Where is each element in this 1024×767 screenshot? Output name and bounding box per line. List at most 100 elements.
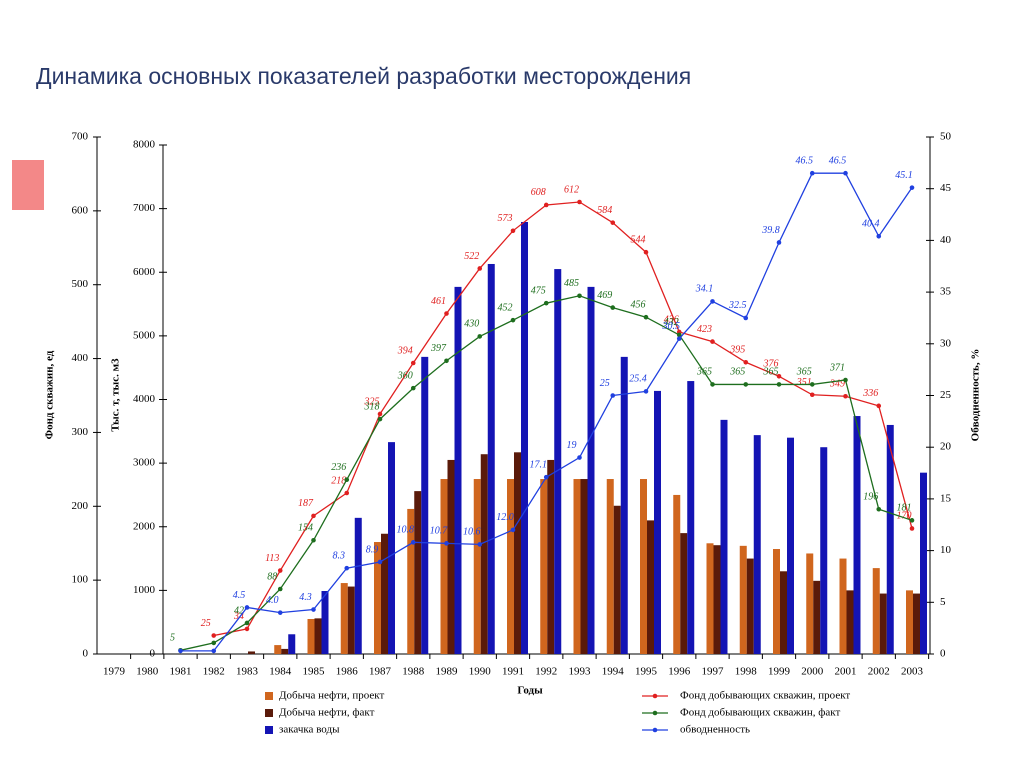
bar (340, 583, 348, 654)
bar (746, 558, 754, 654)
data-label: 436 (664, 314, 679, 325)
bar (806, 553, 814, 654)
data-label: 40.4 (862, 219, 880, 230)
x-tick-label: 1998 (735, 666, 758, 678)
data-label: 608 (531, 187, 546, 198)
point (743, 359, 749, 365)
bar (388, 442, 395, 654)
x-tick-label: 1993 (569, 666, 592, 678)
point (577, 199, 582, 205)
point (244, 626, 250, 632)
data-label: 371 (829, 362, 845, 373)
bar (288, 634, 296, 654)
x-tick-label: 1995 (635, 666, 658, 678)
data-label: 461 (431, 296, 446, 307)
tick-label: 0 (83, 648, 89, 660)
point (477, 334, 483, 339)
data-label: 4.0 (266, 595, 279, 606)
legend-swatch (652, 710, 658, 716)
data-label: 46.5 (829, 155, 847, 166)
data-label: 573 (498, 213, 513, 224)
point (311, 537, 316, 543)
point (643, 314, 649, 320)
point (809, 170, 815, 176)
x-tick-label: 2001 (835, 666, 857, 678)
point (876, 233, 882, 239)
x-axis-label: Годы (517, 685, 543, 697)
tick-label: 5000 (133, 329, 156, 341)
x-tick-label: 1996 (668, 666, 691, 678)
bar (853, 416, 861, 654)
bar (381, 533, 388, 654)
data-label: 32.5 (728, 300, 747, 311)
tick-label: 200 (72, 500, 89, 512)
data-label: 4.5 (233, 590, 246, 601)
tick-label: 25 (940, 389, 952, 401)
point (776, 373, 782, 379)
bar (654, 390, 661, 654)
bar (613, 505, 621, 654)
legend-swatch (265, 692, 273, 700)
point (643, 389, 649, 394)
tick-label: 6000 (133, 266, 156, 278)
data-label: 10.6 (463, 527, 481, 538)
data-label: 25.4 (629, 374, 647, 385)
x-tick-label: 1999 (768, 666, 791, 678)
tick-label: 40 (940, 234, 952, 246)
point (178, 648, 183, 654)
data-label: 42 (234, 605, 244, 616)
data-label: 17.1 (530, 459, 548, 470)
point (211, 640, 217, 646)
x-tick-label: 1984 (269, 666, 292, 678)
bar (274, 645, 282, 654)
legend-label: Фонд добывающих скважин, проект (680, 690, 850, 702)
bar (514, 452, 521, 654)
point (344, 565, 350, 571)
point (543, 474, 549, 480)
x-tick-label: 2003 (901, 666, 924, 678)
data-label: 113 (265, 553, 279, 564)
bar (573, 479, 581, 654)
legend-label: Фонд добывающих скважин, факт (680, 707, 841, 719)
data-label: 46.5 (796, 155, 814, 166)
point (876, 403, 882, 409)
tick-label: 4000 (133, 393, 156, 405)
x-tick-label: 2002 (868, 666, 890, 678)
point (211, 648, 217, 654)
point (543, 300, 549, 306)
point (809, 392, 815, 398)
tick-label: 100 (72, 574, 89, 586)
data-label: 584 (597, 205, 612, 216)
y3-axis-label: Обводненность, % (970, 349, 982, 442)
data-label: 25 (600, 378, 610, 389)
x-tick-label: 2000 (801, 666, 824, 678)
legend-label: Добыча нефти, проект (279, 690, 384, 702)
point (909, 185, 915, 190)
legend-swatch (265, 709, 273, 717)
tick-label: 5 (940, 596, 946, 608)
tick-label: 45 (940, 182, 952, 194)
data-label: 10.7 (430, 526, 449, 537)
point (776, 240, 782, 245)
point (277, 568, 283, 573)
bar (846, 590, 854, 654)
tick-label: 600 (72, 204, 89, 216)
legend-label: Добыча нефти, факт (279, 707, 375, 719)
data-label: 365 (763, 367, 779, 378)
tick-label: 1000 (133, 584, 156, 596)
bar (753, 435, 761, 654)
data-label: 423 (697, 324, 712, 335)
point (444, 358, 449, 364)
tick-label: 15 (940, 492, 952, 504)
bar (487, 263, 495, 654)
bar (414, 491, 422, 654)
point (710, 299, 715, 304)
point (444, 541, 449, 546)
point (344, 490, 350, 496)
bar (820, 447, 828, 654)
point (311, 607, 316, 612)
point (743, 382, 749, 387)
data-label: 19 (567, 440, 577, 451)
data-label: 88 (267, 571, 277, 582)
bar (739, 545, 747, 654)
